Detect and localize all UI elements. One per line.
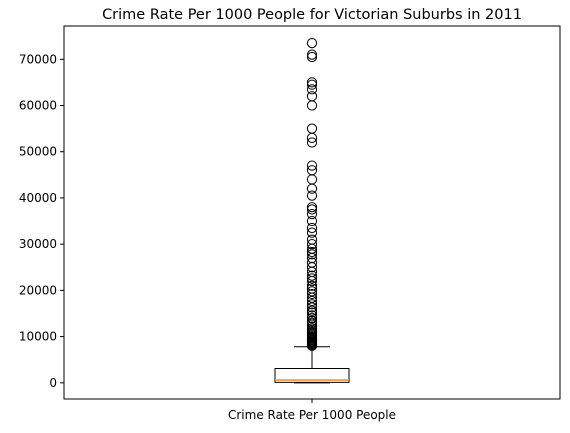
outlier-point	[306, 165, 318, 176]
x-tick-label: Crime Rate Per 1000 People	[228, 408, 396, 422]
outlier-point	[306, 249, 318, 260]
outlier-point	[306, 313, 318, 324]
outlier-point	[306, 215, 318, 227]
outlier-point	[306, 246, 318, 258]
y-tick-label: 30000	[19, 237, 57, 251]
outlier-point	[306, 174, 318, 185]
outlier-point	[306, 137, 318, 148]
outlier-point	[306, 270, 318, 281]
outlier-point	[306, 288, 318, 300]
outlier-point	[306, 273, 318, 284]
y-tick-label: 0	[49, 376, 57, 390]
outlier-point	[306, 295, 318, 307]
y-tick-label: 40000	[19, 191, 57, 205]
outlier-point	[306, 286, 318, 297]
outlier-point	[306, 77, 318, 88]
outlier-point	[306, 315, 318, 326]
y-tick-label: 70000	[19, 52, 57, 66]
outlier-point	[306, 234, 318, 245]
outlier-point	[306, 84, 318, 95]
outlier-point	[306, 257, 318, 268]
outlier-point	[306, 100, 318, 111]
outlier-point	[306, 183, 318, 194]
outlier-point	[306, 227, 318, 238]
box-iqr	[274, 367, 350, 383]
outlier-point	[306, 38, 318, 49]
y-tick-label: 20000	[19, 283, 57, 297]
outlier-point	[306, 283, 318, 294]
outlier-point	[306, 310, 318, 321]
outlier-point	[306, 123, 318, 134]
outlier-point	[306, 280, 318, 291]
outlier-point	[306, 299, 318, 310]
y-tick-label: 50000	[19, 145, 57, 159]
x-axis: Crime Rate Per 1000 People	[228, 399, 396, 422]
outlier-point	[306, 305, 318, 316]
outlier-point	[306, 209, 318, 220]
outlier-group	[306, 38, 318, 351]
outlier-point	[306, 302, 318, 313]
outlier-point	[306, 160, 318, 171]
outlier-point	[306, 239, 318, 250]
outlier-point	[306, 190, 318, 201]
outlier-point	[306, 202, 318, 213]
y-axis: 0 10000 20000 30000 40000 50000 60000 70000	[19, 52, 64, 390]
outlier-point	[306, 51, 318, 63]
chart-title: Crime Rate Per 1000 People for Victorian…	[102, 7, 522, 23]
box-group	[274, 346, 350, 384]
outlier-point	[306, 79, 318, 90]
y-tick-label: 60000	[19, 98, 57, 112]
outlier-point	[306, 222, 318, 234]
outlier-point	[306, 91, 318, 102]
outlier-point	[306, 49, 318, 60]
y-tick-label: 10000	[19, 330, 57, 344]
outlier-point	[306, 204, 318, 215]
